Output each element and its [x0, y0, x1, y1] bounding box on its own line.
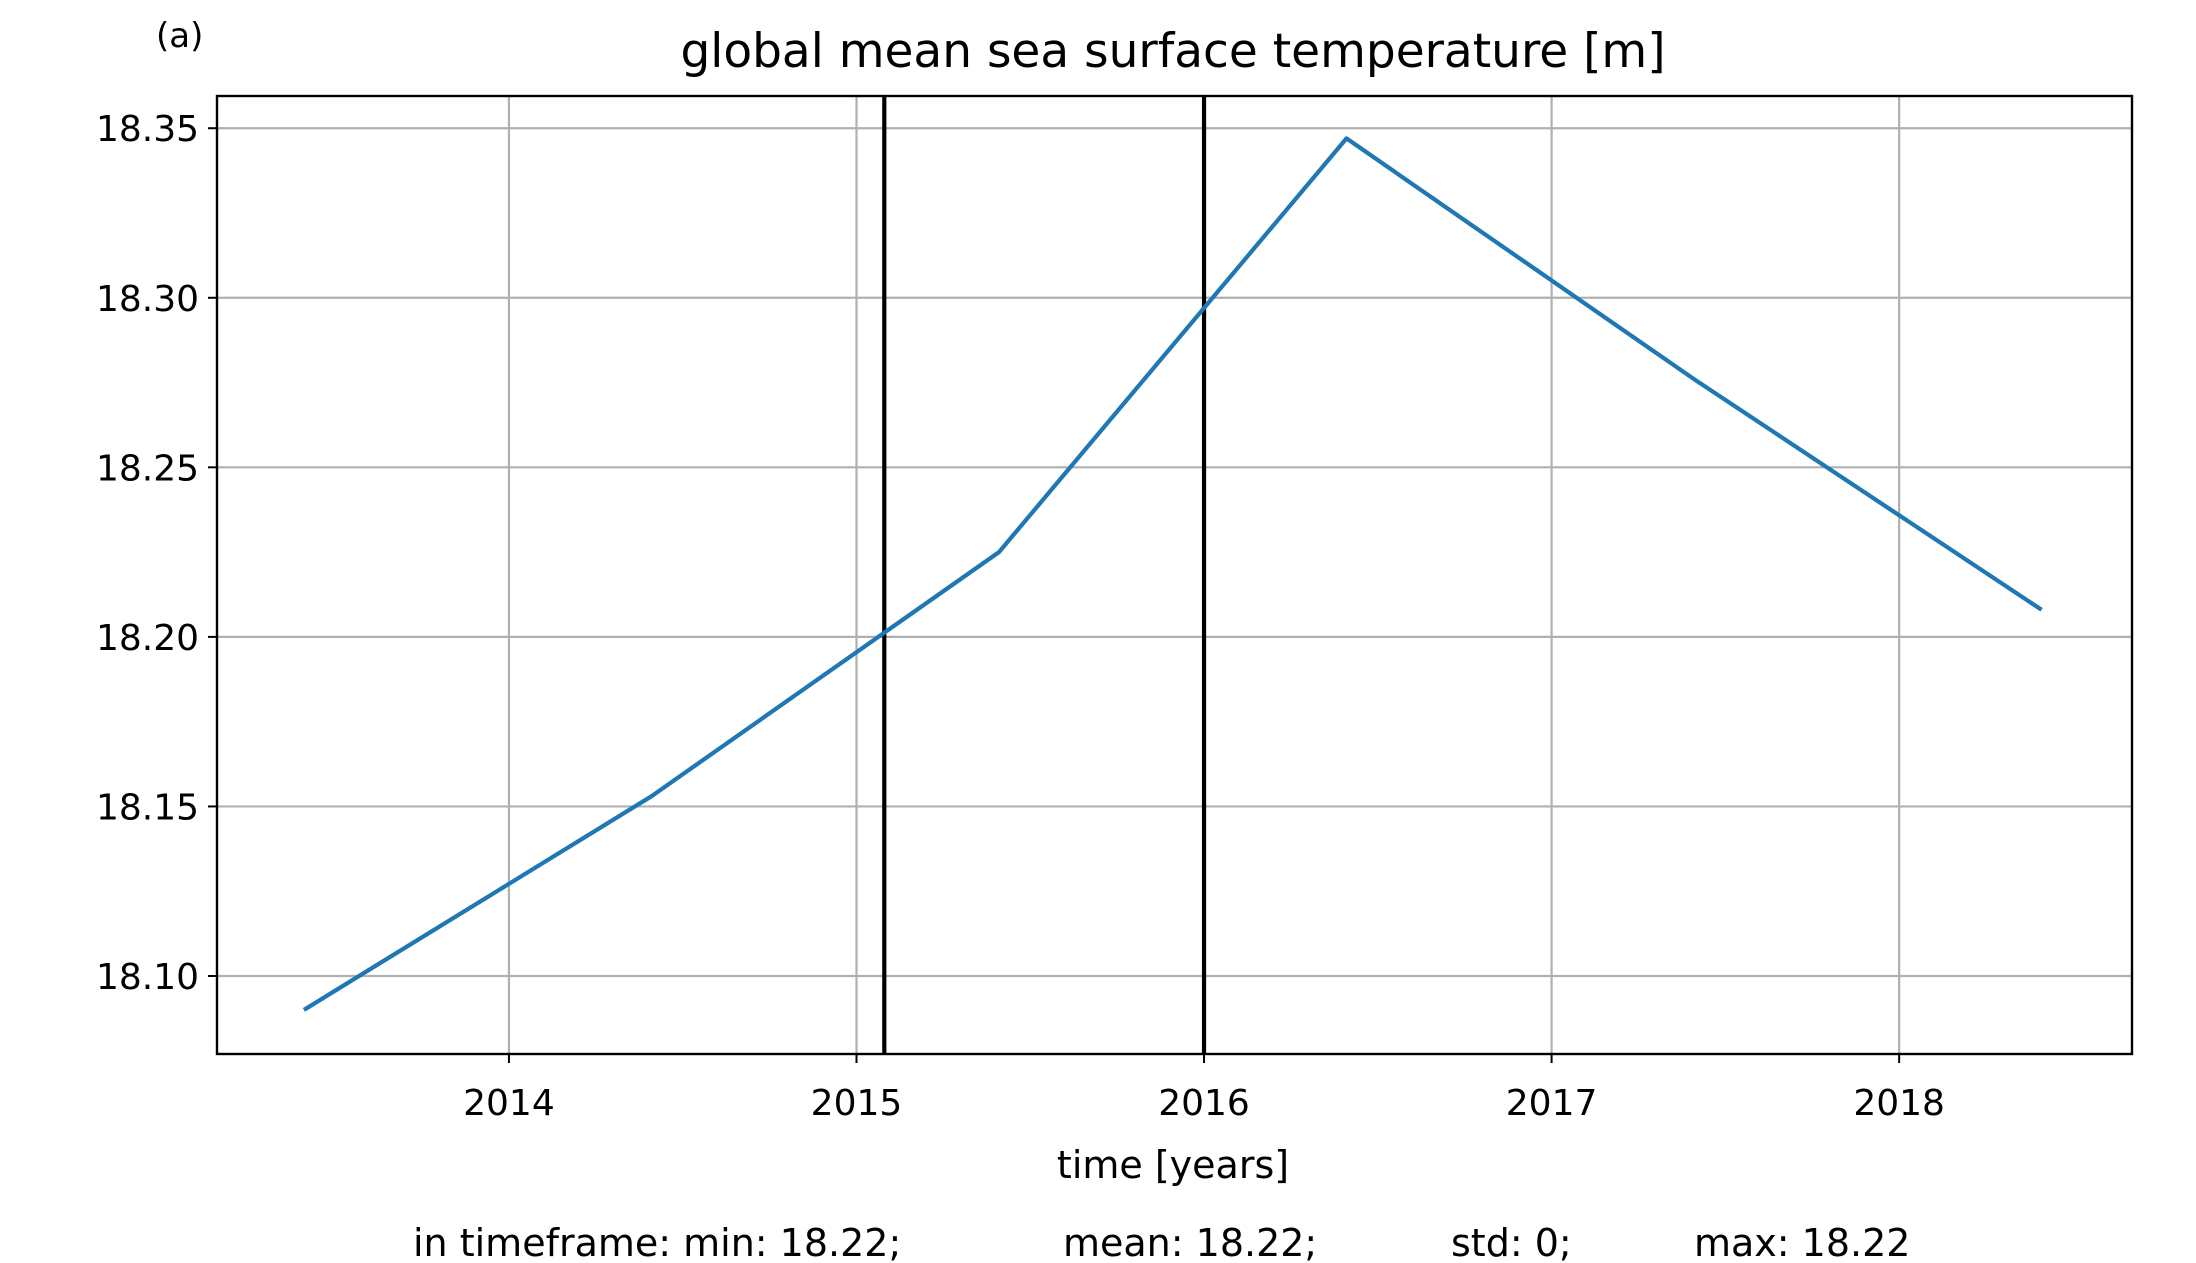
- y-tick-label: 18.25: [96, 448, 199, 489]
- vertical-markers: [882, 96, 1207, 1054]
- y-tick-label: 18.15: [96, 787, 199, 828]
- x-tick-label: 2016: [1158, 1083, 1250, 1124]
- stats-mean: mean: 18.22;: [1063, 1221, 1317, 1263]
- stats-min: in timeframe: min: 18.22;: [413, 1221, 901, 1263]
- grid: [217, 96, 2132, 1054]
- y-tick-label: 18.10: [96, 957, 199, 998]
- x-tick-label: 2014: [463, 1083, 555, 1124]
- stats-line: in timeframe: min: 18.22; mean: 18.22; s…: [413, 1221, 1910, 1263]
- y-tick-label: 18.30: [96, 279, 199, 320]
- x-tick-label: 2018: [1853, 1083, 1945, 1124]
- y-tick-label: 18.20: [96, 618, 199, 659]
- ticks: 2014 2015 2016 2017 2018 18.10 18.15 18.20 18.25…: [96, 109, 1945, 1124]
- x-tick-label: 2015: [811, 1083, 903, 1124]
- stats-std: std: 0;: [1451, 1221, 1572, 1263]
- panel-label: (a): [156, 16, 203, 56]
- series-line: [302, 136, 2043, 1012]
- chart-title: global mean sea surface temperature [m]: [680, 24, 1665, 79]
- series-group: [302, 136, 2043, 1012]
- x-tick-label: 2017: [1506, 1083, 1598, 1124]
- x-axis-label: time [years]: [1057, 1143, 1289, 1187]
- y-tick-label: 18.35: [96, 109, 199, 150]
- plot-frame: [215, 94, 2134, 1056]
- stats-max: max: 18.22: [1694, 1221, 1910, 1263]
